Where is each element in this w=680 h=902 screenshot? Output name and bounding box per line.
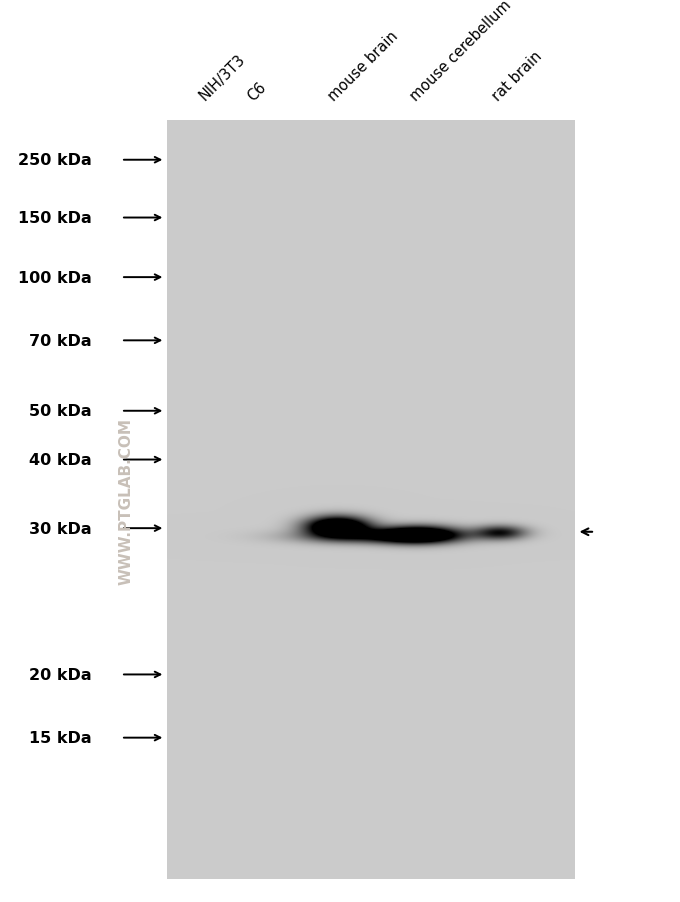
Text: 250 kDa: 250 kDa [18, 153, 92, 168]
Bar [167, 122, 575, 879]
Text: 20 kDa: 20 kDa [29, 667, 92, 682]
Text: 70 kDa: 70 kDa [29, 334, 92, 348]
Text: rat brain: rat brain [489, 49, 545, 104]
Text: 40 kDa: 40 kDa [29, 453, 92, 467]
Text: 50 kDa: 50 kDa [29, 404, 92, 419]
Text: WWW.PTGLAB.COM: WWW.PTGLAB.COM [118, 418, 133, 584]
Text: 15 kDa: 15 kDa [29, 731, 92, 745]
Text: 150 kDa: 150 kDa [18, 211, 92, 226]
Text: mouse cerebellum: mouse cerebellum [407, 0, 514, 104]
Text: NIH/3T3: NIH/3T3 [197, 52, 248, 104]
Text: C6: C6 [244, 79, 269, 104]
Text: 100 kDa: 100 kDa [18, 271, 92, 285]
Text: 30 kDa: 30 kDa [29, 521, 92, 536]
Text: mouse brain: mouse brain [326, 28, 401, 104]
